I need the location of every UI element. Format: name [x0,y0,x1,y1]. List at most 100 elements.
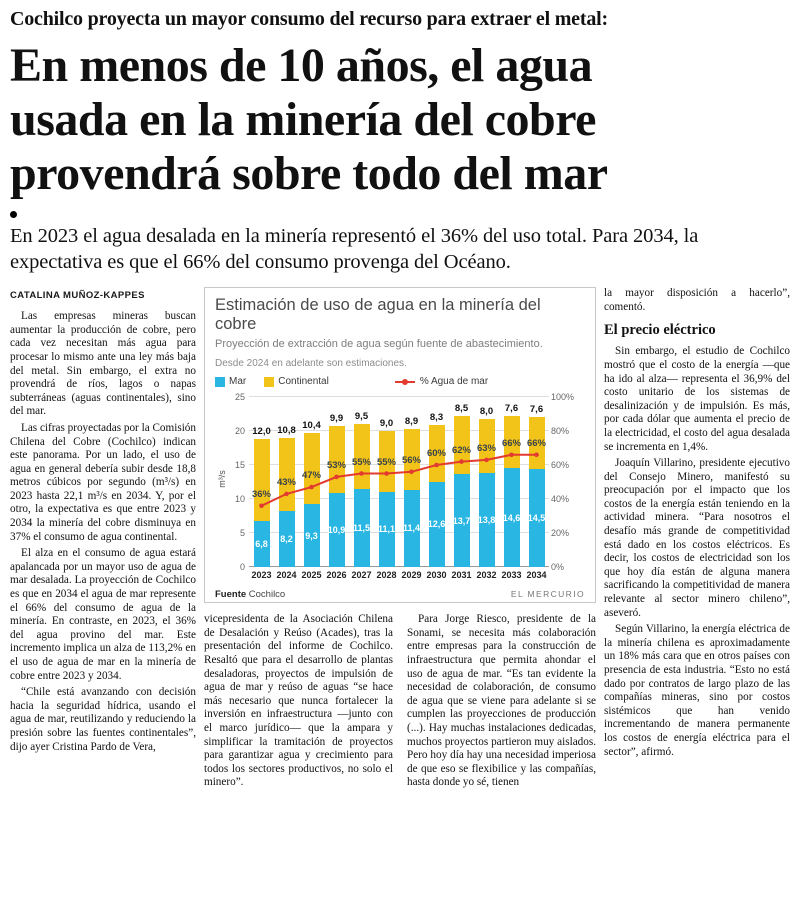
x-axis-labels: 2023 2024 2025 2026 2027 2028 2029 2030 2031 2032… [249,570,585,580]
bar-segment-mar: 11,1 [378,491,395,568]
pct-value-label: 66% [501,437,522,449]
bar-2030: 8,3 12,6 [424,397,449,568]
bar-2034: 7,6 14,5 [524,397,549,568]
article-paragraph: Las cifras proyectadas por la Comisión C… [10,421,196,543]
bar-segment-mar: 11,5 [353,488,370,568]
source-label: Fuente [215,589,247,601]
bar-2027: 9,5 11,5 [349,397,374,568]
year-label: 2034 [526,570,547,581]
mid-text-columns: vicepresidenta de la Asociación Chilena … [204,613,596,793]
year-label: 2031 [451,570,472,581]
mar-value-label: 11,5 [352,523,371,534]
mar-value-label: 8,2 [280,534,293,545]
y2-axis-tick: 100% [551,392,575,403]
column-1: CATALINA MUÑOZ-KAPPES Las empresas miner… [10,287,196,793]
column-3: Para Jorge Riesco, presidente de la Sona… [407,613,596,793]
y2-axis-tick: 80% [551,426,570,437]
continental-value-label: 8,9 [404,416,419,428]
year-label: 2027 [351,570,372,581]
year-label: 2026 [326,570,347,581]
bar-2029: 8,9 11,4 [399,397,424,568]
mar-value-label: 11,1 [377,524,396,535]
article-paragraph: la mayor disposición a hacerlo”, comentó… [604,287,790,313]
bar-segment-mar: 14,5 [528,468,545,568]
continental-value-label: 12,0 [252,426,271,438]
headline-line-2: usada en la minería del cobre [10,93,596,147]
year-label: 2024 [276,570,297,581]
bar-segment-mar: 14,6 [503,467,520,568]
line-dot-icon [401,378,408,385]
pct-value-label: 43% [276,477,297,489]
pct-value-label: 60% [426,448,447,460]
chart-source: Fuente Cochilco [215,589,285,600]
article-paragraph: El alza en el consumo de agua estará apa… [10,547,196,682]
continental-value-label: 8,5 [454,403,469,415]
bar-segment-mar: 13,8 [478,473,495,568]
deck: En 2023 el agua desalada en la minería r… [10,224,699,273]
year-label: 2025 [301,570,322,581]
bar-segment-mar: 11,4 [403,489,420,568]
continental-value-label: 7,6 [504,403,519,415]
mar-swatch-icon [215,376,225,387]
gridline [249,396,549,398]
column-2: vicepresidenta de la Asociación Chilena … [204,613,393,793]
line-swatch-icon [394,378,415,385]
article-body: CATALINA MUÑOZ-KAPPES Las empresas miner… [10,287,790,793]
mar-value-label: 11,4 [402,523,421,534]
mar-value-label: 13,8 [477,515,496,526]
byline: CATALINA MUÑOZ-KAPPES [10,290,145,302]
legend-item-continental: Continental [264,376,329,387]
bar-2032: 8,0 13,8 [474,397,499,568]
kicker: Cochilco proyecta un mayor consumo del r… [10,8,608,30]
continental-swatch-icon [264,376,275,387]
pct-value-label: 63% [476,443,497,455]
continental-value-label: 9,9 [329,412,344,424]
bar-segment-mar: 8,2 [278,511,295,568]
legend-mar-label: Mar [229,376,247,388]
publisher-credit: EL MERCURIO [510,589,585,600]
pct-value-label: 56% [401,454,422,466]
bar-segment-mar: 6,8 [253,520,270,568]
plot-wrap: m³/s 0 5 10 15 20 25 0% 20% 40% 60% 80% 100% 12,0 6,8… [215,392,585,572]
mar-value-label: 10,9 [327,525,346,536]
continental-value-label: 8,3 [429,412,444,424]
continental-value-label: 8,0 [479,405,494,417]
article-paragraph: Para Jorge Riesco, presidente de la Sona… [407,613,596,789]
mar-value-label: 13,7 [452,515,471,526]
bullet-dot [10,210,17,218]
y-axis-tick: 20 [234,426,245,437]
article-paragraph: Joaquín Villarino, presidente ejecutivo … [604,457,790,619]
continental-value-label: 10,4 [302,420,321,432]
bar-2031: 8,5 13,7 [449,397,474,568]
gridline [249,430,549,432]
bar-2028: 9,0 11,1 [374,397,399,568]
y-axis-label: m³/s [216,469,227,488]
pct-value-label: 53% [326,460,347,472]
source-name: Cochilco [248,589,286,601]
chart: Estimación de uso de agua en la minería … [204,287,596,604]
pct-value-label: 62% [451,444,472,456]
article-paragraph: Según Villarino, la energía eléctrica de… [604,623,790,758]
year-label: 2023 [251,570,272,581]
bar-segment-continental [303,433,320,504]
pct-value-label: 36% [251,488,272,500]
legend-line-label: % Agua de mar [419,376,489,388]
legend-item-pct-line: % Agua de mar [394,376,489,388]
bar-2023: 12,0 6,8 [249,397,274,568]
section-header: El precio eléctrico [604,322,716,339]
mar-value-label: 12,6 [427,519,446,530]
pct-value-label: 47% [301,470,322,482]
continental-value-label: 7,6 [529,403,544,415]
bar-segment-mar: 9,3 [303,503,320,568]
legend-item-mar: Mar [215,376,246,387]
article-paragraph: vicepresidenta de la Asociación Chilena … [204,613,393,789]
year-label: 2032 [476,570,497,581]
continental-value-label: 9,0 [379,417,394,429]
year-label: 2033 [501,570,522,581]
y-axis-tick: 5 [239,528,245,539]
column-4: la mayor disposición a hacerlo”, comentó… [604,287,790,793]
chart-subtitle: Proyección de extracción de agua según f… [215,338,543,351]
headline: En menos de 10 años, el agua usada en la… [10,39,790,202]
y-axis-tick: 10 [234,494,245,505]
